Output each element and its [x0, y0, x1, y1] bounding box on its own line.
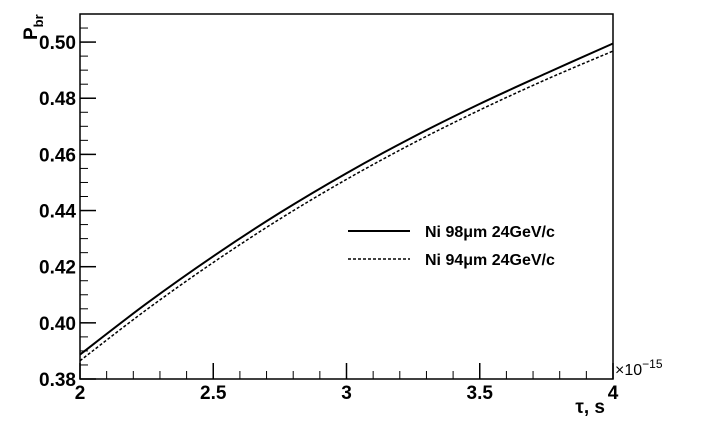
y-tick-label: 0.46 — [39, 145, 76, 166]
y-tick-label: 0.40 — [39, 314, 76, 335]
series-layer — [79, 42, 614, 362]
y-tick-label: 0.38 — [39, 370, 76, 391]
legend-label-ni-94: Ni 94μm 24GeV/c — [425, 252, 555, 269]
y-tick-label: 0.42 — [39, 258, 76, 279]
x-tick-label: 3 — [341, 383, 352, 404]
x-exponent-label: ×10−15 — [615, 357, 663, 379]
y-tick-label: 0.48 — [39, 89, 76, 110]
plot-frame — [79, 13, 614, 380]
legend-label-ni-98: Ni 98μm 24GeV/c — [425, 224, 555, 241]
x-tick-label: 2 — [75, 383, 86, 404]
legend: Ni 98μm 24GeV/c Ni 94μm 24GeV/c — [348, 224, 555, 269]
y-axis-ticks: 0.38 0.40 0.42 0.44 0.46 0.48 0.50 — [39, 13, 96, 391]
x-tick-label: 4 — [608, 383, 619, 404]
y-tick-label: 0.50 — [39, 33, 76, 54]
series-line-2 — [79, 50, 614, 362]
x-axis-ticks: 2 2.5 3 3.5 4 — [75, 363, 619, 404]
y-axis-title: Pbr — [21, 14, 46, 40]
y-tick-label: 0.44 — [39, 202, 76, 223]
x-tick-label: 2.5 — [200, 383, 227, 404]
series-line-1 — [79, 42, 614, 356]
x-axis-title: τ, s — [575, 397, 605, 418]
x-tick-label: 3.5 — [467, 383, 494, 404]
